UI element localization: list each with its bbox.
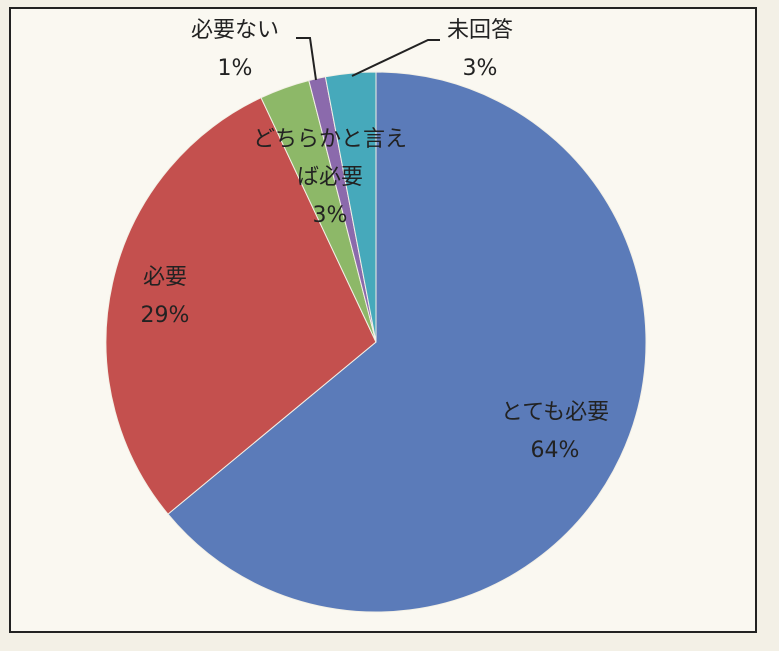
pie-slice [324, 71, 377, 343]
category-label: 必要 [142, 265, 187, 290]
category-label: とても必要 [500, 400, 610, 425]
category-label: 必要ない [190, 18, 279, 43]
pie-slice [167, 71, 647, 613]
value-label: 29% [140, 303, 190, 328]
category-label: 未回答 [446, 18, 513, 43]
category-label: どちらかと言えば必要 [252, 127, 407, 190]
pie-slice [105, 97, 377, 515]
leader-line [351, 39, 440, 77]
value-label: 3% [312, 203, 348, 228]
value-label: 1% [217, 56, 253, 81]
pie [105, 71, 647, 613]
slice-label: どちらかと言えば必要 3% [251, 121, 409, 235]
slice-label: 未回答 3% [400, 12, 560, 88]
slice-label: 必要ない 1% [155, 12, 315, 88]
value-label: 3% [462, 56, 498, 81]
leader-line [296, 37, 317, 81]
value-label: 64% [530, 438, 580, 463]
slice-label: 必要 29% [85, 259, 245, 335]
slice-label: とても必要 64% [475, 394, 635, 470]
